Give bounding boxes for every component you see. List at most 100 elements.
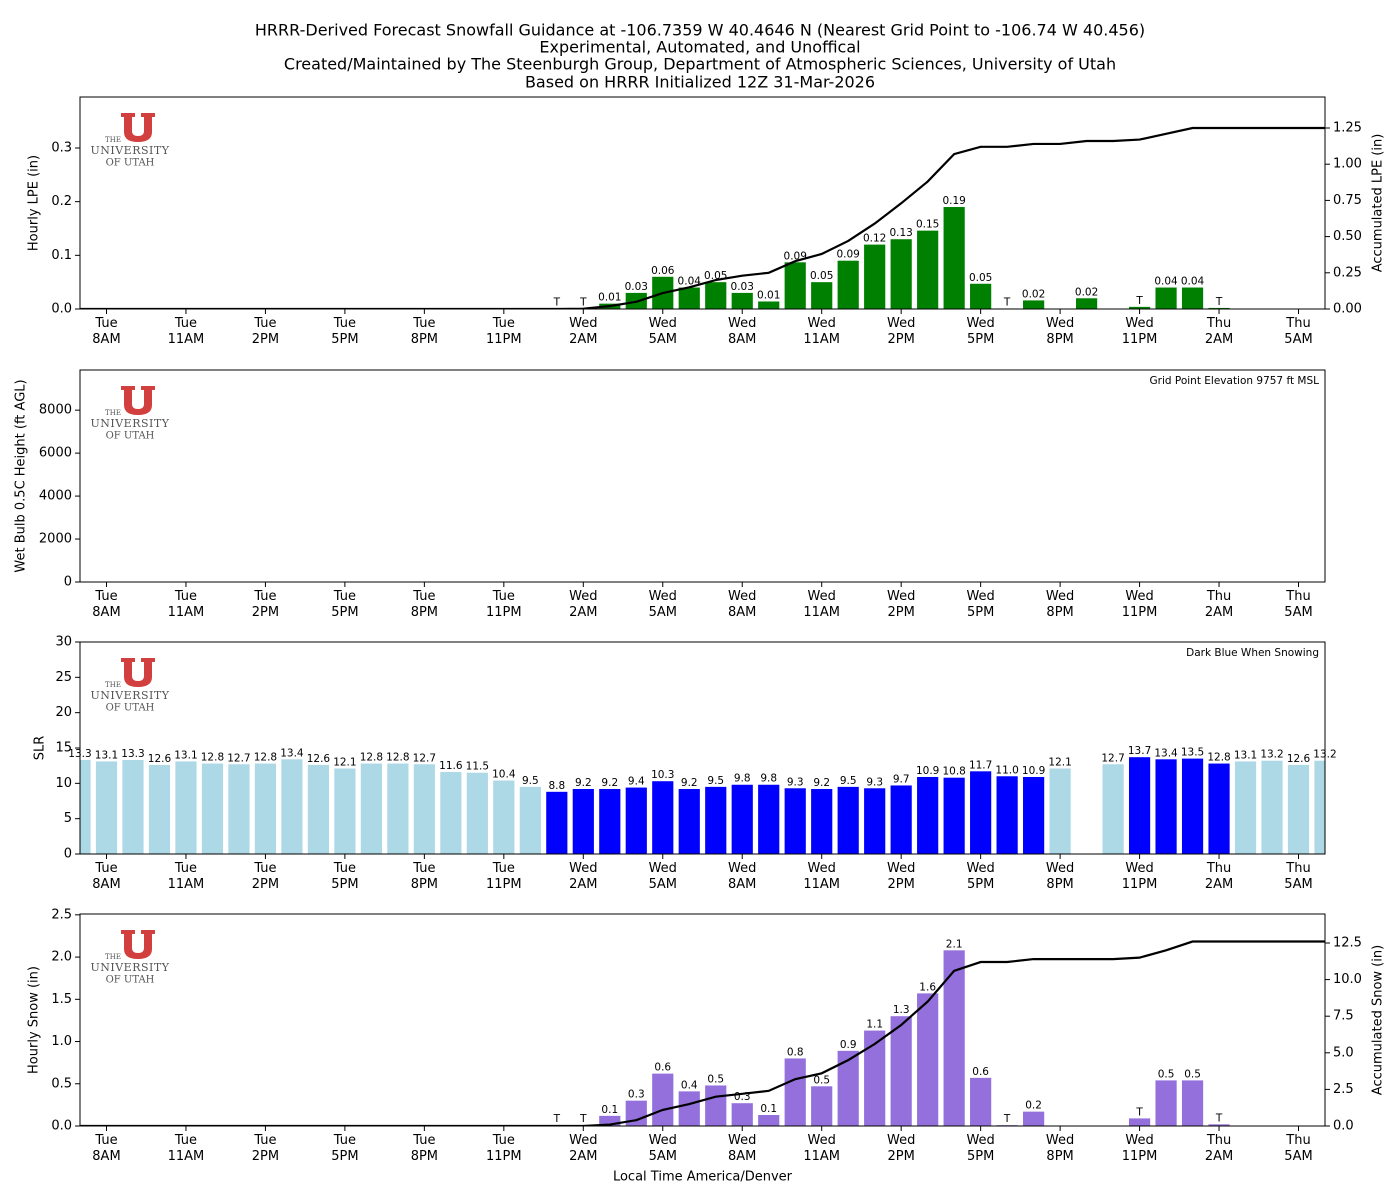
y-tick-label: 6000 [39,446,72,461]
x-tick-label: Wed 2AM [569,316,598,347]
bar [1102,764,1124,854]
bar [281,759,303,854]
x-tick-label: Wed 5PM [966,861,995,892]
bar [758,784,780,854]
x-tick-label: Thu 2AM [1204,861,1234,892]
bar [1287,764,1310,854]
x-axis-label: Local Time America/Denver [613,1170,793,1185]
y-tick-label: 8000 [39,403,72,418]
value-label: 13.1 [1234,749,1257,761]
bar [1208,763,1230,854]
y-tick-label: 2000 [39,532,72,547]
x-tick-label: Tue 8PM [410,316,439,347]
bar [440,772,462,854]
x-tick-label: Wed 11PM [1121,316,1158,347]
bar [1208,1124,1230,1126]
bar [80,760,91,854]
bar [1181,287,1204,309]
value-label: 10.3 [651,769,674,781]
value-label: 9.2 [575,777,592,789]
y-tick-label: 0.1 [51,248,72,263]
value-label: 12.8 [386,752,409,764]
x-tick-label: Tue 11AM [167,861,205,892]
bar [1049,768,1071,854]
x-tick-label: Tue 8AM [92,861,121,892]
plot-frame [79,913,1326,1127]
y2-tick-label: 10.0 [1333,972,1362,987]
x-tick-label: Wed 5PM [966,316,995,347]
y2-tick-label: 0.50 [1333,229,1362,244]
bar [784,1058,806,1126]
value-label: 13.1 [95,749,118,761]
value-label: 13.4 [280,747,304,759]
bar [705,1085,727,1126]
logo-u [121,658,155,687]
value-label: 13.1 [174,749,197,761]
value-label: 0.5 [707,1073,724,1085]
x-tick-label: Thu 2AM [1204,589,1234,620]
value-label: 12.1 [333,756,356,768]
bar [413,764,435,854]
bar [519,786,541,854]
bar [917,993,939,1126]
bar [784,788,806,854]
annotation: Grid Point Elevation 9757 ft MSL [1150,375,1320,387]
value-label: 11.7 [969,759,992,771]
y-tick-label: 1.5 [51,992,72,1007]
x-tick-label: Wed 2PM [886,589,916,620]
value-label: 0.04 [1154,276,1178,288]
value-label: T [553,296,561,308]
x-tick-label: Wed 5PM [966,1133,995,1164]
value-label: 12.7 [1101,752,1124,764]
value-label: 9.2 [601,777,618,789]
x-tick-label: Wed 11PM [1121,589,1158,620]
value-label: 1.1 [866,1019,883,1031]
y2-tick-label: 0.0 [1333,1119,1354,1134]
value-label: 0.6 [972,1066,989,1078]
value-label: 9.7 [893,773,910,785]
x-tick-label: Wed 11AM [803,1133,841,1164]
value-label: 12.6 [307,753,331,765]
value-label: 12.1 [1048,756,1071,768]
bar [1181,1080,1204,1126]
value-label: 0.05 [704,270,727,282]
plot-frame [79,96,1326,310]
y-axis-label: Hourly Snow (in) [27,966,42,1074]
x-tick-label: Wed 2AM [569,1133,598,1164]
bar [1208,307,1230,309]
x-tick-label: Wed 5AM [648,861,677,892]
value-label: 0.4 [681,1079,698,1091]
value-label: 10.4 [492,769,516,781]
value-label: 0.05 [969,272,992,284]
x-tick-label: Wed 11AM [803,316,841,347]
value-label: 0.3 [628,1089,645,1101]
bar [758,301,780,309]
y-tick-label: 1.0 [51,1034,72,1049]
x-tick-label: Tue 11PM [486,589,522,620]
value-label: T [1215,296,1223,308]
value-label: 0.03 [625,281,648,293]
bar [811,788,833,854]
bar [122,760,144,854]
value-label: T [1135,295,1143,307]
value-label: 0.1 [601,1104,618,1116]
bar [1076,298,1098,309]
bar [1128,306,1151,309]
bar [943,777,965,854]
value-label: 13.2 [1260,749,1283,761]
logo-u [121,386,155,415]
bar [228,764,250,854]
x-tick-label: Tue 11AM [167,589,205,620]
value-label: T [579,296,587,308]
bar [731,1103,753,1126]
y-axis-label: Hourly LPE (in) [27,155,42,251]
x-tick-label: Wed 11PM [1121,861,1158,892]
value-label: T [579,1113,587,1125]
bar [1128,757,1151,854]
